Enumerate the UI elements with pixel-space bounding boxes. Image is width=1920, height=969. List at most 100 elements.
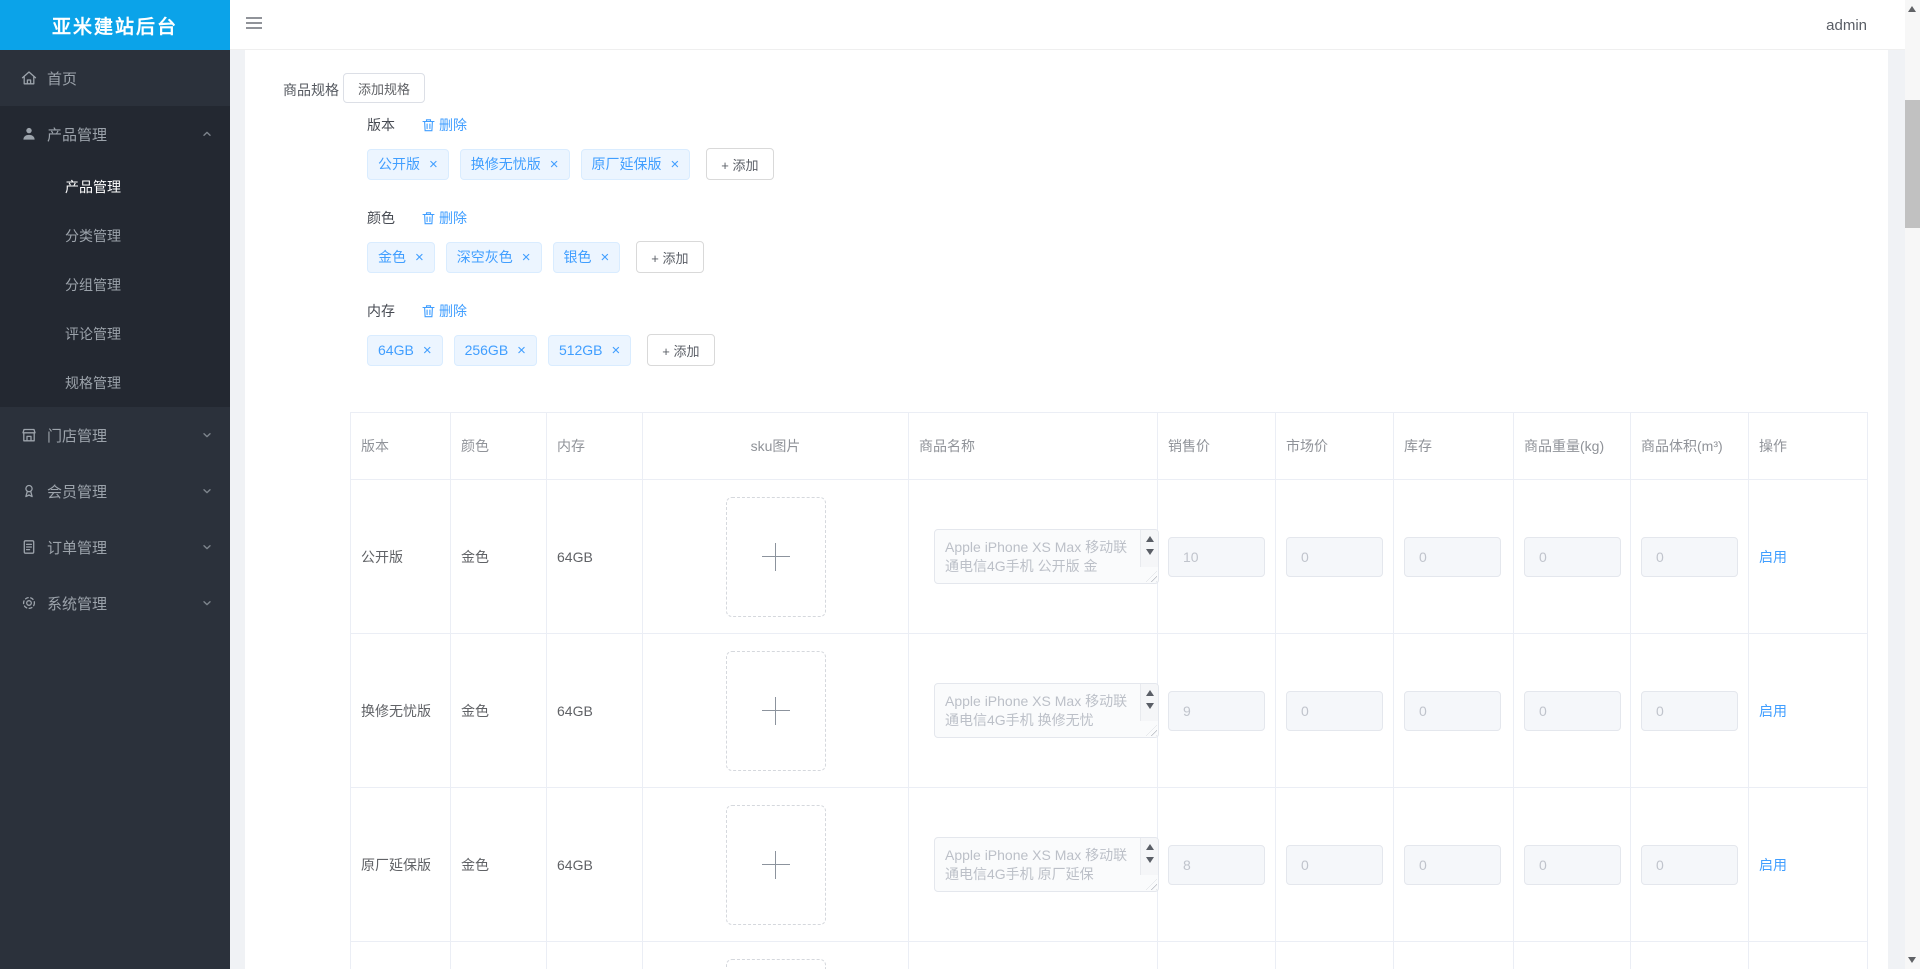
remove-tag-icon[interactable]: × <box>415 248 424 266</box>
sale-price-input[interactable]: 8 <box>1168 844 1265 885</box>
user-icon <box>20 125 38 143</box>
resize-grip-icon[interactable] <box>1146 571 1157 582</box>
sale-price-input[interactable]: 9 <box>1168 690 1265 731</box>
product-name-textarea[interactable]: Apple iPhone XS Max 移动联通电信4G手机 原厂延保 <box>934 837 1159 892</box>
delete-spec-link[interactable]: 删除 <box>422 301 467 321</box>
scroll-down-icon <box>1145 549 1154 555</box>
sidebar-item-system-management[interactable]: 系统管理 <box>0 575 230 631</box>
market-price-input[interactable]: 0 <box>1286 844 1383 885</box>
spec-tag[interactable]: 512GB × <box>547 334 632 366</box>
sidebar-submenu-products: 产品管理 产品管理 分类管理 分组管理 评论管理 规格管理 <box>0 106 230 407</box>
scrollbar-up-icon[interactable] <box>1908 6 1916 12</box>
textarea-scrollbar[interactable] <box>1140 530 1158 567</box>
remove-tag-icon[interactable]: × <box>521 248 531 266</box>
sidebar-item-product-management[interactable]: 产品管理 <box>0 106 230 162</box>
chevron-down-icon <box>202 542 212 552</box>
scroll-up-icon <box>1145 690 1154 696</box>
stock-input[interactable]: 0 <box>1404 536 1501 577</box>
weight-input[interactable]: 0 <box>1524 690 1621 731</box>
delete-spec-link[interactable]: 删除 <box>422 115 467 135</box>
sale-price-input[interactable]: 10 <box>1168 536 1265 577</box>
scroll-up-icon <box>1145 536 1154 542</box>
trash-icon <box>422 119 435 132</box>
stock-input[interactable]: 0 <box>1404 844 1501 885</box>
textarea-scrollbar[interactable] <box>1140 838 1158 875</box>
remove-tag-icon[interactable]: × <box>549 155 559 173</box>
volume-input[interactable]: 0 <box>1641 844 1738 885</box>
resize-grip-icon[interactable] <box>1146 725 1157 736</box>
remove-tag-icon[interactable]: × <box>429 155 438 173</box>
sidebar-item-label: 系统管理 <box>47 595 108 613</box>
scrollbar-down-icon[interactable] <box>1908 957 1916 963</box>
sidebar-item-home[interactable]: 首页 <box>0 50 230 106</box>
store-icon <box>20 426 38 444</box>
hamburger-icon[interactable] <box>246 17 262 31</box>
cell-memory: 64GB <box>546 787 643 942</box>
chevron-up-icon <box>202 129 212 139</box>
sku-image-upload[interactable] <box>725 958 826 969</box>
volume-input[interactable]: 0 <box>1641 690 1738 731</box>
spec-tag[interactable]: 深空灰色 × <box>445 241 542 273</box>
table-row <box>350 941 1868 969</box>
remove-tag-icon[interactable]: × <box>422 341 432 359</box>
sidebar-subitem-category-management[interactable]: 分类管理 <box>65 227 121 244</box>
col-header-volume: 商品体积(m³) <box>1630 412 1749 480</box>
remove-tag-icon[interactable]: × <box>611 341 621 359</box>
enable-link[interactable]: 启用 <box>1759 856 1787 873</box>
sku-image-upload[interactable] <box>725 650 826 771</box>
sidebar-item-member-management[interactable]: 会员管理 <box>0 463 230 519</box>
sidebar-subitem-product-management[interactable]: 产品管理 <box>65 178 121 195</box>
sidebar: 亚米建站后台 首页 产品管理 产品管理 分类管理 分组管理 评论管理 规格管理 … <box>0 0 230 969</box>
sidebar-item-order-management[interactable]: 订单管理 <box>0 519 230 575</box>
plus-icon <box>761 696 790 725</box>
spec-section-title: 商品规格 <box>283 82 339 98</box>
spec-tag[interactable]: 64GB × <box>367 334 443 366</box>
col-header-product-name: 商品名称 <box>908 412 1158 480</box>
weight-input[interactable]: 0 <box>1524 536 1621 577</box>
spec-tag[interactable]: 公开版 × <box>367 148 449 180</box>
sku-image-upload[interactable] <box>725 496 826 617</box>
sidebar-subitem-comment-management[interactable]: 评论管理 <box>65 325 121 342</box>
add-tag-button[interactable]: + 添加 <box>636 241 704 273</box>
product-name-textarea[interactable]: Apple iPhone XS Max 移动联通电信4G手机 换修无忧 <box>934 683 1159 738</box>
spec-tag[interactable]: 金色 × <box>367 241 435 273</box>
delete-spec-link[interactable]: 删除 <box>422 208 467 228</box>
spec-tag[interactable]: 银色 × <box>552 241 621 273</box>
spec-tag[interactable]: 256GB × <box>453 334 537 366</box>
enable-link[interactable]: 启用 <box>1759 702 1787 719</box>
market-price-input[interactable]: 0 <box>1286 690 1383 731</box>
remove-tag-icon[interactable]: × <box>600 248 610 266</box>
col-header-market-price: 市场价 <box>1275 412 1394 480</box>
sidebar-subitem-group-management[interactable]: 分组管理 <box>65 276 121 293</box>
sidebar-item-label: 产品管理 <box>47 126 108 144</box>
add-spec-button[interactable]: 添加规格 <box>343 73 426 103</box>
product-name-textarea[interactable]: Apple iPhone XS Max 移动联通电信4G手机 公开版 金 <box>934 529 1159 584</box>
spec-tag[interactable]: 换修无忧版 × <box>459 148 570 180</box>
sidebar-subitem-spec-management[interactable]: 规格管理 <box>65 374 121 391</box>
spec-group-name: 颜色 <box>367 210 395 226</box>
table-header-row: 版本 颜色 内存 sku图片 商品名称 销售价 市场价 库存 商品重量(kg) … <box>350 412 1868 480</box>
spec-group-name: 版本 <box>367 117 395 133</box>
volume-input[interactable]: 0 <box>1641 536 1738 577</box>
resize-grip-icon[interactable] <box>1146 879 1157 890</box>
content-card: 商品规格 添加规格 版本 删除 公开版 × 换修无忧版 × 原厂延保版 × + 添加 … <box>245 50 1888 969</box>
textarea-scrollbar[interactable] <box>1140 684 1158 721</box>
remove-tag-icon[interactable]: × <box>670 155 680 173</box>
add-tag-button[interactable]: + 添加 <box>706 148 774 180</box>
table-row: 公开版 金色 64GB Apple iPhone XS Max 移动联通电信4G… <box>350 479 1868 634</box>
market-price-input[interactable]: 0 <box>1286 536 1383 577</box>
weight-input[interactable]: 0 <box>1524 844 1621 885</box>
spec-tag[interactable]: 原厂延保版 × <box>580 148 691 180</box>
stock-input[interactable]: 0 <box>1404 690 1501 731</box>
enable-link[interactable]: 启用 <box>1759 548 1787 565</box>
trash-icon <box>422 305 435 318</box>
user-menu[interactable]: admin <box>1826 16 1867 34</box>
add-tag-button[interactable]: + 添加 <box>647 334 715 366</box>
app-logo: 亚米建站后台 <box>0 0 230 50</box>
sku-image-upload[interactable] <box>725 804 826 925</box>
remove-tag-icon[interactable]: × <box>517 341 526 359</box>
scrollbar-thumb[interactable] <box>1905 100 1920 228</box>
sidebar-item-store-management[interactable]: 门店管理 <box>0 407 230 463</box>
col-header-action: 操作 <box>1748 412 1868 480</box>
page-scrollbar[interactable] <box>1905 0 1920 969</box>
